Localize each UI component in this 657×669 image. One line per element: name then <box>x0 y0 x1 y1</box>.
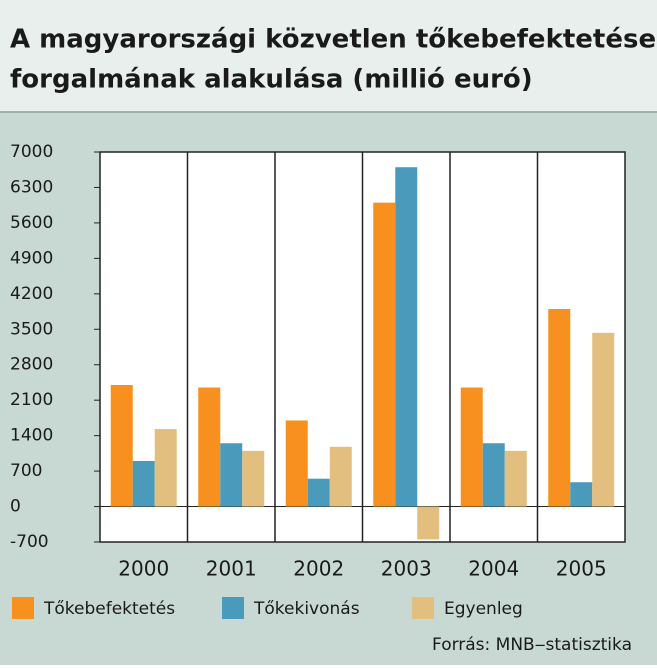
bar <box>504 450 527 507</box>
legend-label: Egyenleg <box>444 599 523 619</box>
y-tick-label: 1400 <box>10 426 53 446</box>
chart-title: forgalmának alakulása (millió euró) <box>10 65 533 95</box>
bar <box>154 429 177 507</box>
legend-swatch <box>412 597 434 619</box>
y-tick-label: 7000 <box>10 142 53 162</box>
chart-title: A magyarországi közvetlen tőkebefektetés… <box>10 25 657 55</box>
legend-label: Tőkebefektetés <box>43 599 175 619</box>
legend-label: Tőkekivonás <box>253 599 360 619</box>
y-tick-label: 3500 <box>10 319 53 339</box>
y-tick-label: 4200 <box>10 284 53 304</box>
bar <box>110 384 133 507</box>
bar <box>395 167 418 507</box>
y-tick-label: 4900 <box>10 248 53 268</box>
bar <box>592 332 615 507</box>
bar <box>242 450 265 507</box>
x-tick-label: 2002 <box>293 557 344 581</box>
legend-swatch <box>222 597 244 619</box>
bar <box>548 309 571 507</box>
bar <box>460 387 483 507</box>
y-tick-label: -700 <box>10 532 49 552</box>
bar <box>132 460 155 507</box>
x-tick-label: 2005 <box>556 557 607 581</box>
source-note: Forrás: MNB‒statisztika <box>432 635 632 655</box>
x-tick-label: 2004 <box>468 557 519 581</box>
y-tick-label: 2100 <box>10 390 53 410</box>
title-band <box>0 0 657 112</box>
bar <box>482 443 505 507</box>
bar <box>198 387 221 507</box>
bar <box>285 420 308 507</box>
bar <box>329 446 352 507</box>
y-tick-label: 5600 <box>10 213 53 233</box>
bar <box>373 202 396 507</box>
bar <box>307 478 330 507</box>
bar <box>220 443 243 507</box>
y-tick-label: 0 <box>10 497 21 517</box>
x-tick-label: 2003 <box>381 557 432 581</box>
legend-swatch <box>12 597 34 619</box>
bar <box>570 482 593 507</box>
x-tick-label: 2000 <box>118 557 169 581</box>
y-tick-label: 2800 <box>10 355 53 375</box>
y-tick-label: 6300 <box>10 177 53 197</box>
x-tick-label: 2001 <box>206 557 257 581</box>
bar <box>417 506 440 540</box>
y-tick-label: 700 <box>10 461 42 481</box>
